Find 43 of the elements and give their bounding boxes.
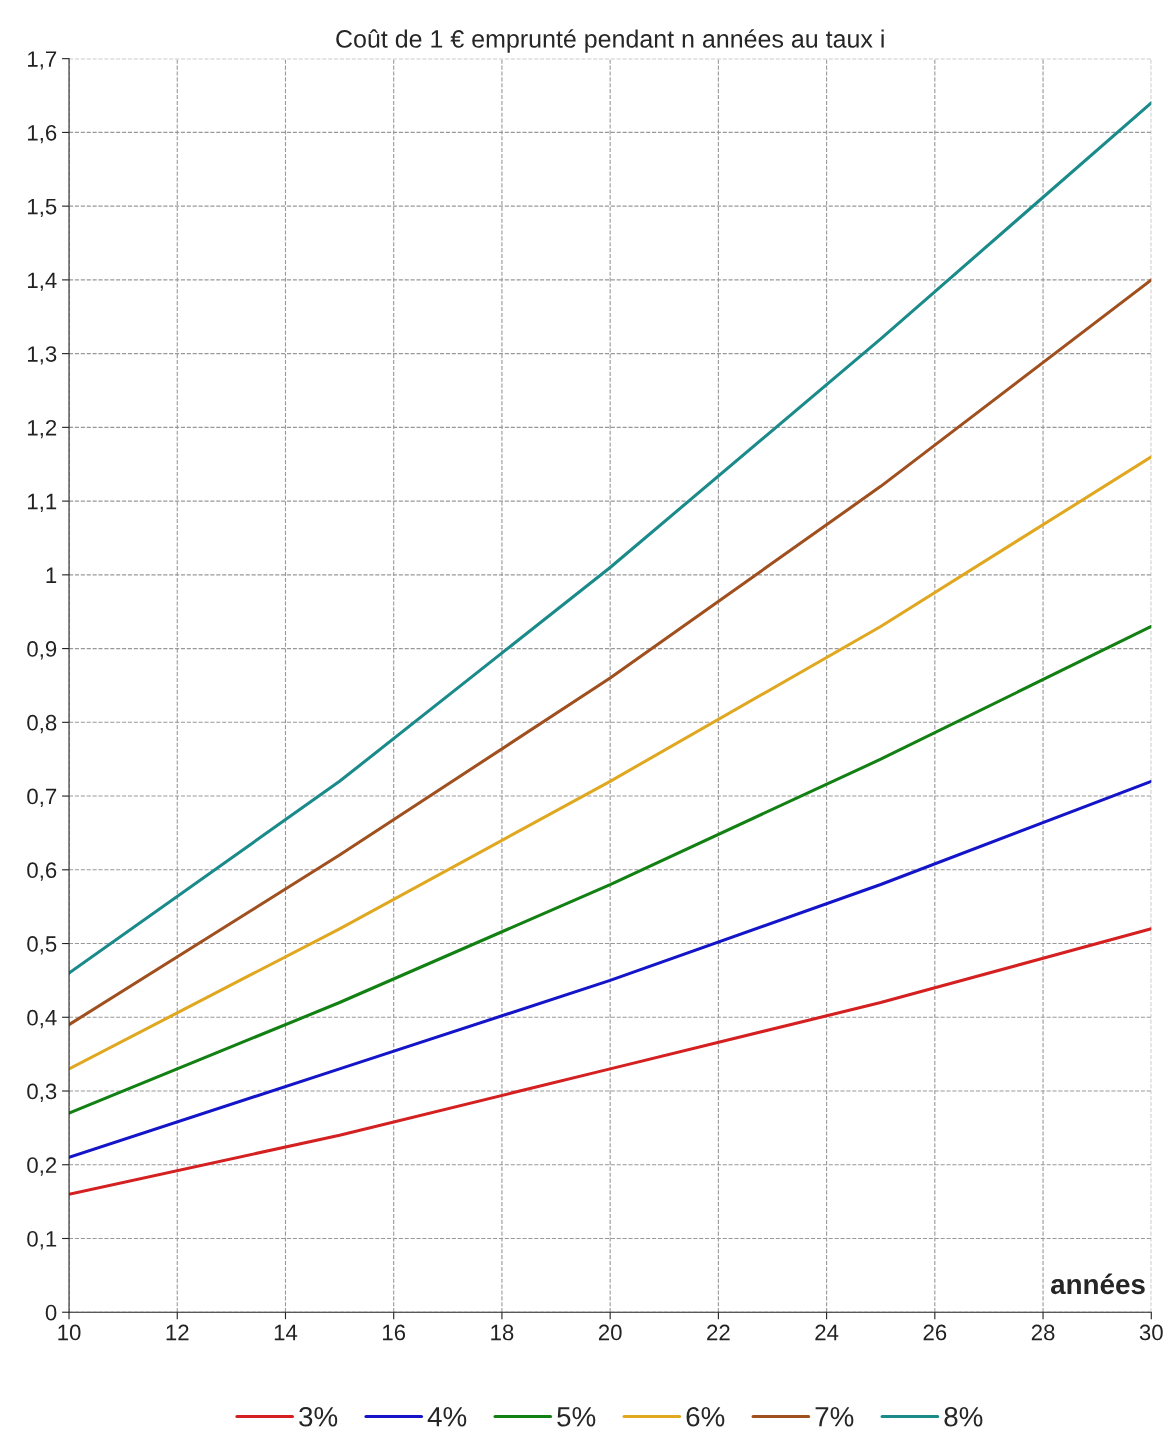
line-series: [69, 455, 1152, 1071]
x-tick-label: 10: [58, 1324, 81, 1341]
y-tick-label: 0,8: [27, 714, 57, 734]
y-tick-label: 0: [45, 1304, 57, 1321]
x-axis-title: années: [1050, 1273, 1145, 1295]
y-tick-label: 1,7: [28, 51, 57, 70]
x-tick-label: 18: [491, 1324, 514, 1341]
y-tick-label: 1,4: [28, 272, 57, 291]
y-tick-label: 0,6: [27, 862, 57, 881]
chart-title: Coût de 1 € emprunté pendant n années au taux i: [336, 29, 884, 53]
legend-label: 5%: [557, 1407, 596, 1427]
legend-label: 7%: [815, 1407, 854, 1427]
line-series: [69, 278, 1152, 1027]
y-tick-label: 1,5: [28, 198, 57, 218]
y-tick-label: 0,2: [27, 1157, 57, 1176]
y-tick-label: 0,9: [27, 641, 57, 660]
y-tick-label: 1,6: [28, 124, 57, 144]
line-series: [69, 101, 1152, 975]
line-series: [69, 624, 1152, 1115]
y-tick-label: 1,1: [28, 493, 57, 512]
y-tick-label: 0,7: [27, 788, 57, 807]
y-tick-label: 1,2: [28, 419, 57, 439]
legend-label: 6%: [686, 1406, 725, 1427]
x-tick-label: 24: [815, 1324, 839, 1341]
x-tick-label: 26: [923, 1324, 947, 1341]
x-tick-label: 20: [598, 1324, 622, 1341]
y-tick-label: 1: [46, 567, 57, 583]
x-tick-label: 30: [1139, 1324, 1163, 1341]
y-tick-label: 1,3: [28, 346, 57, 365]
legend-label: 3%: [299, 1406, 338, 1427]
line-series: [69, 927, 1152, 1196]
x-tick-label: 14: [274, 1324, 298, 1341]
y-tick-label: 0,3: [27, 1083, 57, 1102]
y-tick-label: 0,5: [27, 936, 57, 955]
y-tick-label: 0,1: [27, 1231, 57, 1250]
legend-label: 8%: [944, 1406, 983, 1427]
x-tick-label: 16: [383, 1324, 406, 1341]
y-tick-label: 0,4: [27, 1009, 57, 1029]
x-tick-label: 12: [166, 1324, 189, 1341]
x-tick-label: 28: [1031, 1324, 1055, 1341]
line-series: [69, 779, 1152, 1159]
x-tick-label: 22: [707, 1324, 730, 1341]
legend-label: 4%: [427, 1407, 467, 1427]
